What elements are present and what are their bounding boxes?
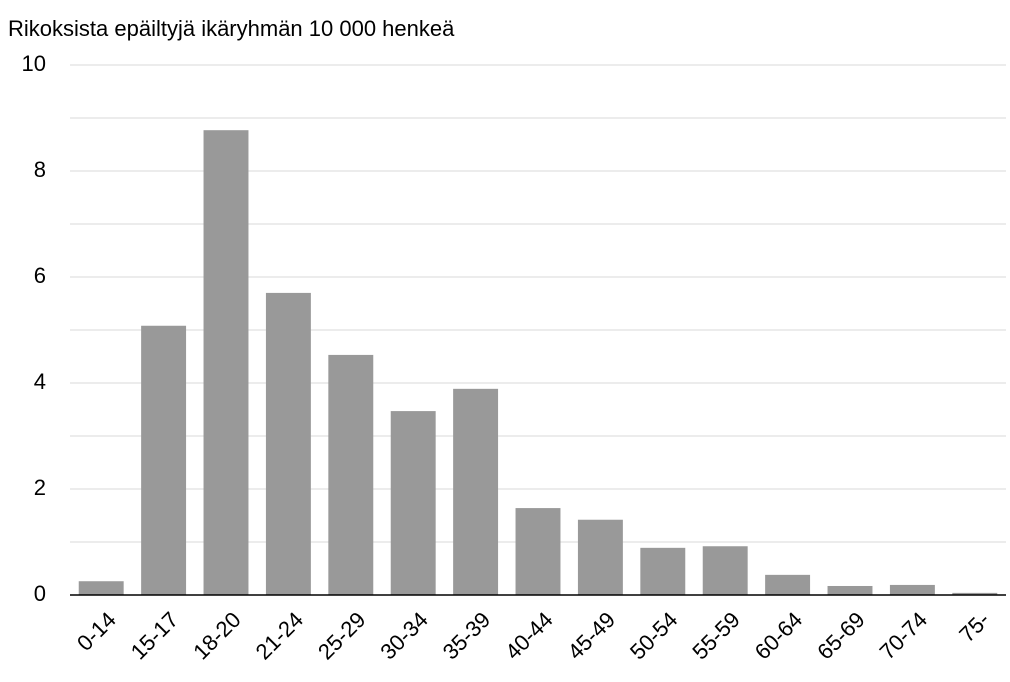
bar [265,292,311,595]
x-tick-label: 60-64 [750,607,807,664]
bar [203,130,249,595]
y-tick-label: 10 [22,51,46,76]
x-tick-label: 30-34 [375,607,432,664]
x-tick-label: 25-29 [313,607,370,664]
y-tick-label: 0 [34,581,46,606]
x-tick-label: 45-49 [563,607,620,664]
bar [640,547,686,595]
bar [328,354,374,595]
bar [390,411,436,595]
x-tick-label: 75- [954,607,994,647]
bar [702,546,748,595]
x-tick-label: 50-54 [625,607,682,664]
y-tick-label: 8 [34,157,46,182]
x-tick-label: 21-24 [251,607,308,664]
x-tick-label: 35-39 [438,607,495,664]
x-tick-label: 18-20 [188,607,245,664]
y-tick-label: 6 [34,263,46,288]
x-tick-label: 0-14 [72,607,121,656]
x-tick-label: 70-74 [875,607,932,664]
y-tick-label: 2 [34,475,46,500]
bar [765,574,811,595]
bar [889,584,935,595]
x-tick-label: 40-44 [500,607,557,664]
bar [453,388,499,595]
bar [827,585,873,595]
y-tick-label: 4 [34,369,46,394]
bar [78,581,124,595]
x-tick-label: 55-59 [687,607,744,664]
bar [141,325,187,595]
bar [952,592,998,595]
x-tick-label: 15-17 [126,607,183,664]
bar [515,508,561,595]
bar [577,519,623,595]
x-tick-label: 65-69 [812,607,869,664]
chart-title: Rikoksista epäiltyjä ikäryhmän 10 000 he… [8,16,455,41]
